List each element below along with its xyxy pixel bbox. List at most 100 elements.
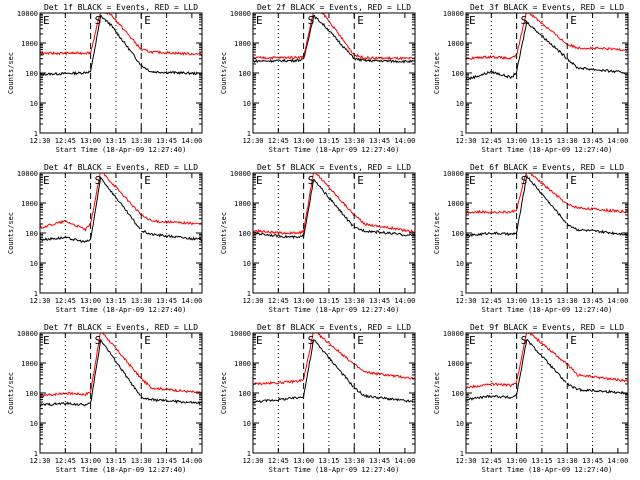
panel-det-9: 1 10 100 1000 10000 12:30 12:45 13:00 13:15 13:30…	[433, 323, 629, 474]
y-axis-label: Counts/sec	[433, 372, 441, 414]
y-axis-label: Counts/sec	[7, 372, 15, 414]
panel-title: Det 5f BLACK = Events, RED = LLD	[257, 163, 411, 172]
x-tick-label: 12:30	[29, 137, 50, 145]
x-axis-label: Start Time (18-Apr-09 12:27:40)	[269, 146, 400, 154]
plot-frame	[39, 172, 203, 294]
panel-title: Det 1f BLACK = Events, RED = LLD	[44, 3, 198, 12]
y-tick-label: 10	[30, 420, 38, 428]
x-tick-label: 13:15	[105, 137, 126, 145]
panel-det-5: 1 10 100 1000 10000 12:30 12:45 13:00 13:15 13:30…	[220, 163, 416, 314]
y-tick-label: 1000	[447, 200, 464, 208]
panel-det-3: 1 10 100 1000 10000 12:30 12:45 13:00 13:15 13:30…	[433, 3, 629, 154]
y-tick-label: 1	[247, 290, 251, 298]
plot-frame	[252, 12, 416, 134]
region-label: E	[144, 334, 151, 347]
x-tick-label: 13:15	[318, 137, 339, 145]
x-tick-label: 13:30	[557, 297, 578, 305]
y-tick-label: 100	[25, 230, 38, 238]
y-axis-label: Counts/sec	[220, 52, 228, 94]
y-tick-label: 10000	[443, 170, 464, 178]
y-tick-label: 100	[25, 390, 38, 398]
x-tick-label: 13:45	[582, 297, 603, 305]
y-tick-label: 1000	[234, 40, 251, 48]
y-axis-label: Counts/sec	[433, 212, 441, 254]
x-tick-label: 13:45	[369, 457, 390, 465]
lld-series-line	[466, 173, 628, 215]
y-tick-label: 10000	[230, 330, 251, 338]
region-label: E	[144, 14, 151, 27]
y-tick-label: 10	[243, 100, 251, 108]
y-axis-label: Counts/sec	[220, 372, 228, 414]
panel-title: Det 8f BLACK = Events, RED = LLD	[257, 323, 411, 332]
x-tick-label: 13:30	[344, 137, 365, 145]
x-tick-label: 13:30	[131, 137, 152, 145]
y-tick-label: 1000	[234, 360, 251, 368]
panel-title: Det 6f BLACK = Events, RED = LLD	[470, 163, 624, 172]
x-tick-label: 13:15	[318, 457, 339, 465]
x-tick-label: 13:00	[80, 137, 101, 145]
region-label: S	[95, 14, 102, 27]
y-axis-label: Counts/sec	[433, 52, 441, 94]
panel-title: Det 9f BLACK = Events, RED = LLD	[470, 323, 624, 332]
x-tick-label: 12:45	[268, 137, 289, 145]
y-tick-label: 1	[34, 450, 38, 458]
y-tick-label: 10000	[230, 170, 251, 178]
y-tick-label: 1	[34, 290, 38, 298]
y-tick-label: 10	[456, 260, 464, 268]
region-label: S	[95, 174, 102, 187]
x-axis-label: Start Time (18-Apr-09 12:27:40)	[482, 306, 613, 314]
y-tick-label: 10000	[17, 10, 38, 18]
y-tick-label: 1000	[447, 360, 464, 368]
region-label: E	[357, 334, 364, 347]
region-label: E	[357, 174, 364, 187]
x-tick-label: 14:00	[181, 457, 202, 465]
region-label: E	[357, 14, 364, 27]
x-tick-label: 12:30	[242, 297, 263, 305]
region-label: E	[469, 174, 476, 187]
y-tick-label: 100	[238, 230, 251, 238]
lld-series-line	[253, 333, 415, 386]
region-label: E	[570, 174, 577, 187]
y-tick-label: 10000	[443, 10, 464, 18]
plot-frame	[252, 172, 416, 294]
lld-series-line	[466, 13, 628, 61]
x-tick-label: 12:45	[481, 457, 502, 465]
region-label: E	[469, 334, 476, 347]
events-series-line	[466, 20, 628, 81]
region-label: S	[308, 174, 315, 187]
x-tick-label: 13:30	[131, 297, 152, 305]
y-tick-label: 10	[456, 100, 464, 108]
x-axis-label: Start Time (18-Apr-09 12:27:40)	[56, 306, 187, 314]
events-series-line	[253, 178, 415, 240]
plot-frame	[252, 332, 416, 454]
y-tick-label: 1000	[21, 200, 38, 208]
x-axis-label: Start Time (18-Apr-09 12:27:40)	[56, 146, 187, 154]
y-tick-label: 10	[456, 420, 464, 428]
lld-series-line	[40, 333, 202, 398]
x-axis-label: Start Time (18-Apr-09 12:27:40)	[269, 466, 400, 474]
lld-series-line	[466, 333, 628, 389]
y-tick-label: 10	[243, 260, 251, 268]
x-tick-label: 14:00	[394, 297, 415, 305]
region-label: E	[43, 174, 50, 187]
x-tick-label: 13:45	[582, 137, 603, 145]
region-label: E	[144, 174, 151, 187]
x-tick-label: 13:45	[156, 137, 177, 145]
region-label: E	[256, 174, 263, 187]
x-tick-label: 14:00	[607, 297, 628, 305]
x-tick-label: 12:45	[268, 297, 289, 305]
y-tick-label: 1	[247, 130, 251, 138]
x-tick-label: 12:45	[55, 297, 76, 305]
panel-title: Det 2f BLACK = Events, RED = LLD	[257, 3, 411, 12]
region-label: E	[43, 334, 50, 347]
x-axis-label: Start Time (18-Apr-09 12:27:40)	[482, 466, 613, 474]
x-tick-label: 12:45	[55, 137, 76, 145]
region-label: S	[521, 334, 528, 347]
x-tick-label: 12:30	[455, 137, 476, 145]
x-tick-label: 13:45	[369, 297, 390, 305]
y-tick-label: 10000	[230, 10, 251, 18]
region-label: S	[95, 334, 102, 347]
x-tick-label: 13:45	[582, 457, 603, 465]
x-tick-label: 12:30	[455, 297, 476, 305]
